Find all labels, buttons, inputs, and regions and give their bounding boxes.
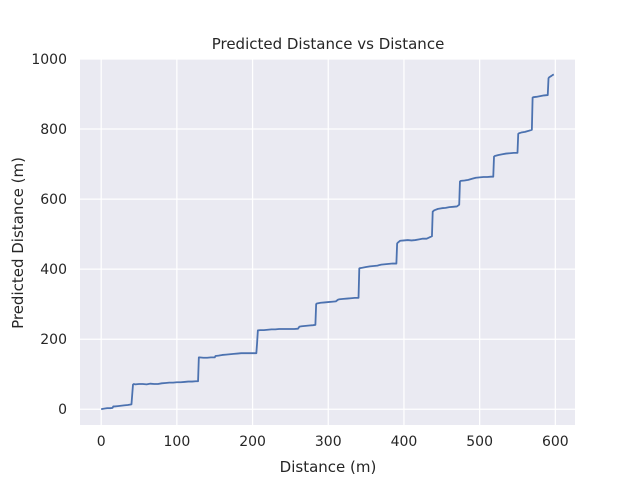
x-axis-ticks: 0 100 200 300 400 500 600 bbox=[97, 434, 569, 450]
y-axis-label: Predicted Distance (m) bbox=[9, 157, 27, 329]
series-layer bbox=[100, 73, 555, 411]
y-tick-label: 1000 bbox=[31, 52, 67, 68]
x-tick-label: 400 bbox=[391, 434, 418, 450]
x-tick-label: 300 bbox=[315, 434, 342, 450]
x-tick-label: 0 bbox=[97, 434, 106, 450]
y-tick-label: 800 bbox=[40, 122, 67, 138]
y-tick-label: 600 bbox=[40, 192, 67, 208]
x-tick-label: 600 bbox=[542, 434, 569, 450]
y-tick-label: 0 bbox=[58, 402, 67, 418]
plot-area bbox=[80, 59, 575, 425]
grid-lines bbox=[80, 58, 575, 425]
y-tick-label: 400 bbox=[40, 262, 67, 278]
y-tick-label: 200 bbox=[40, 332, 67, 348]
series-line bbox=[100, 73, 555, 411]
chart-title: Predicted Distance vs Distance bbox=[212, 35, 445, 53]
x-tick-label: 500 bbox=[466, 434, 493, 450]
x-axis-label: Distance (m) bbox=[280, 458, 377, 476]
x-tick-label: 200 bbox=[239, 434, 266, 450]
x-tick-label: 100 bbox=[164, 434, 191, 450]
y-axis-ticks: 0 200 400 600 800 1000 bbox=[31, 52, 67, 418]
